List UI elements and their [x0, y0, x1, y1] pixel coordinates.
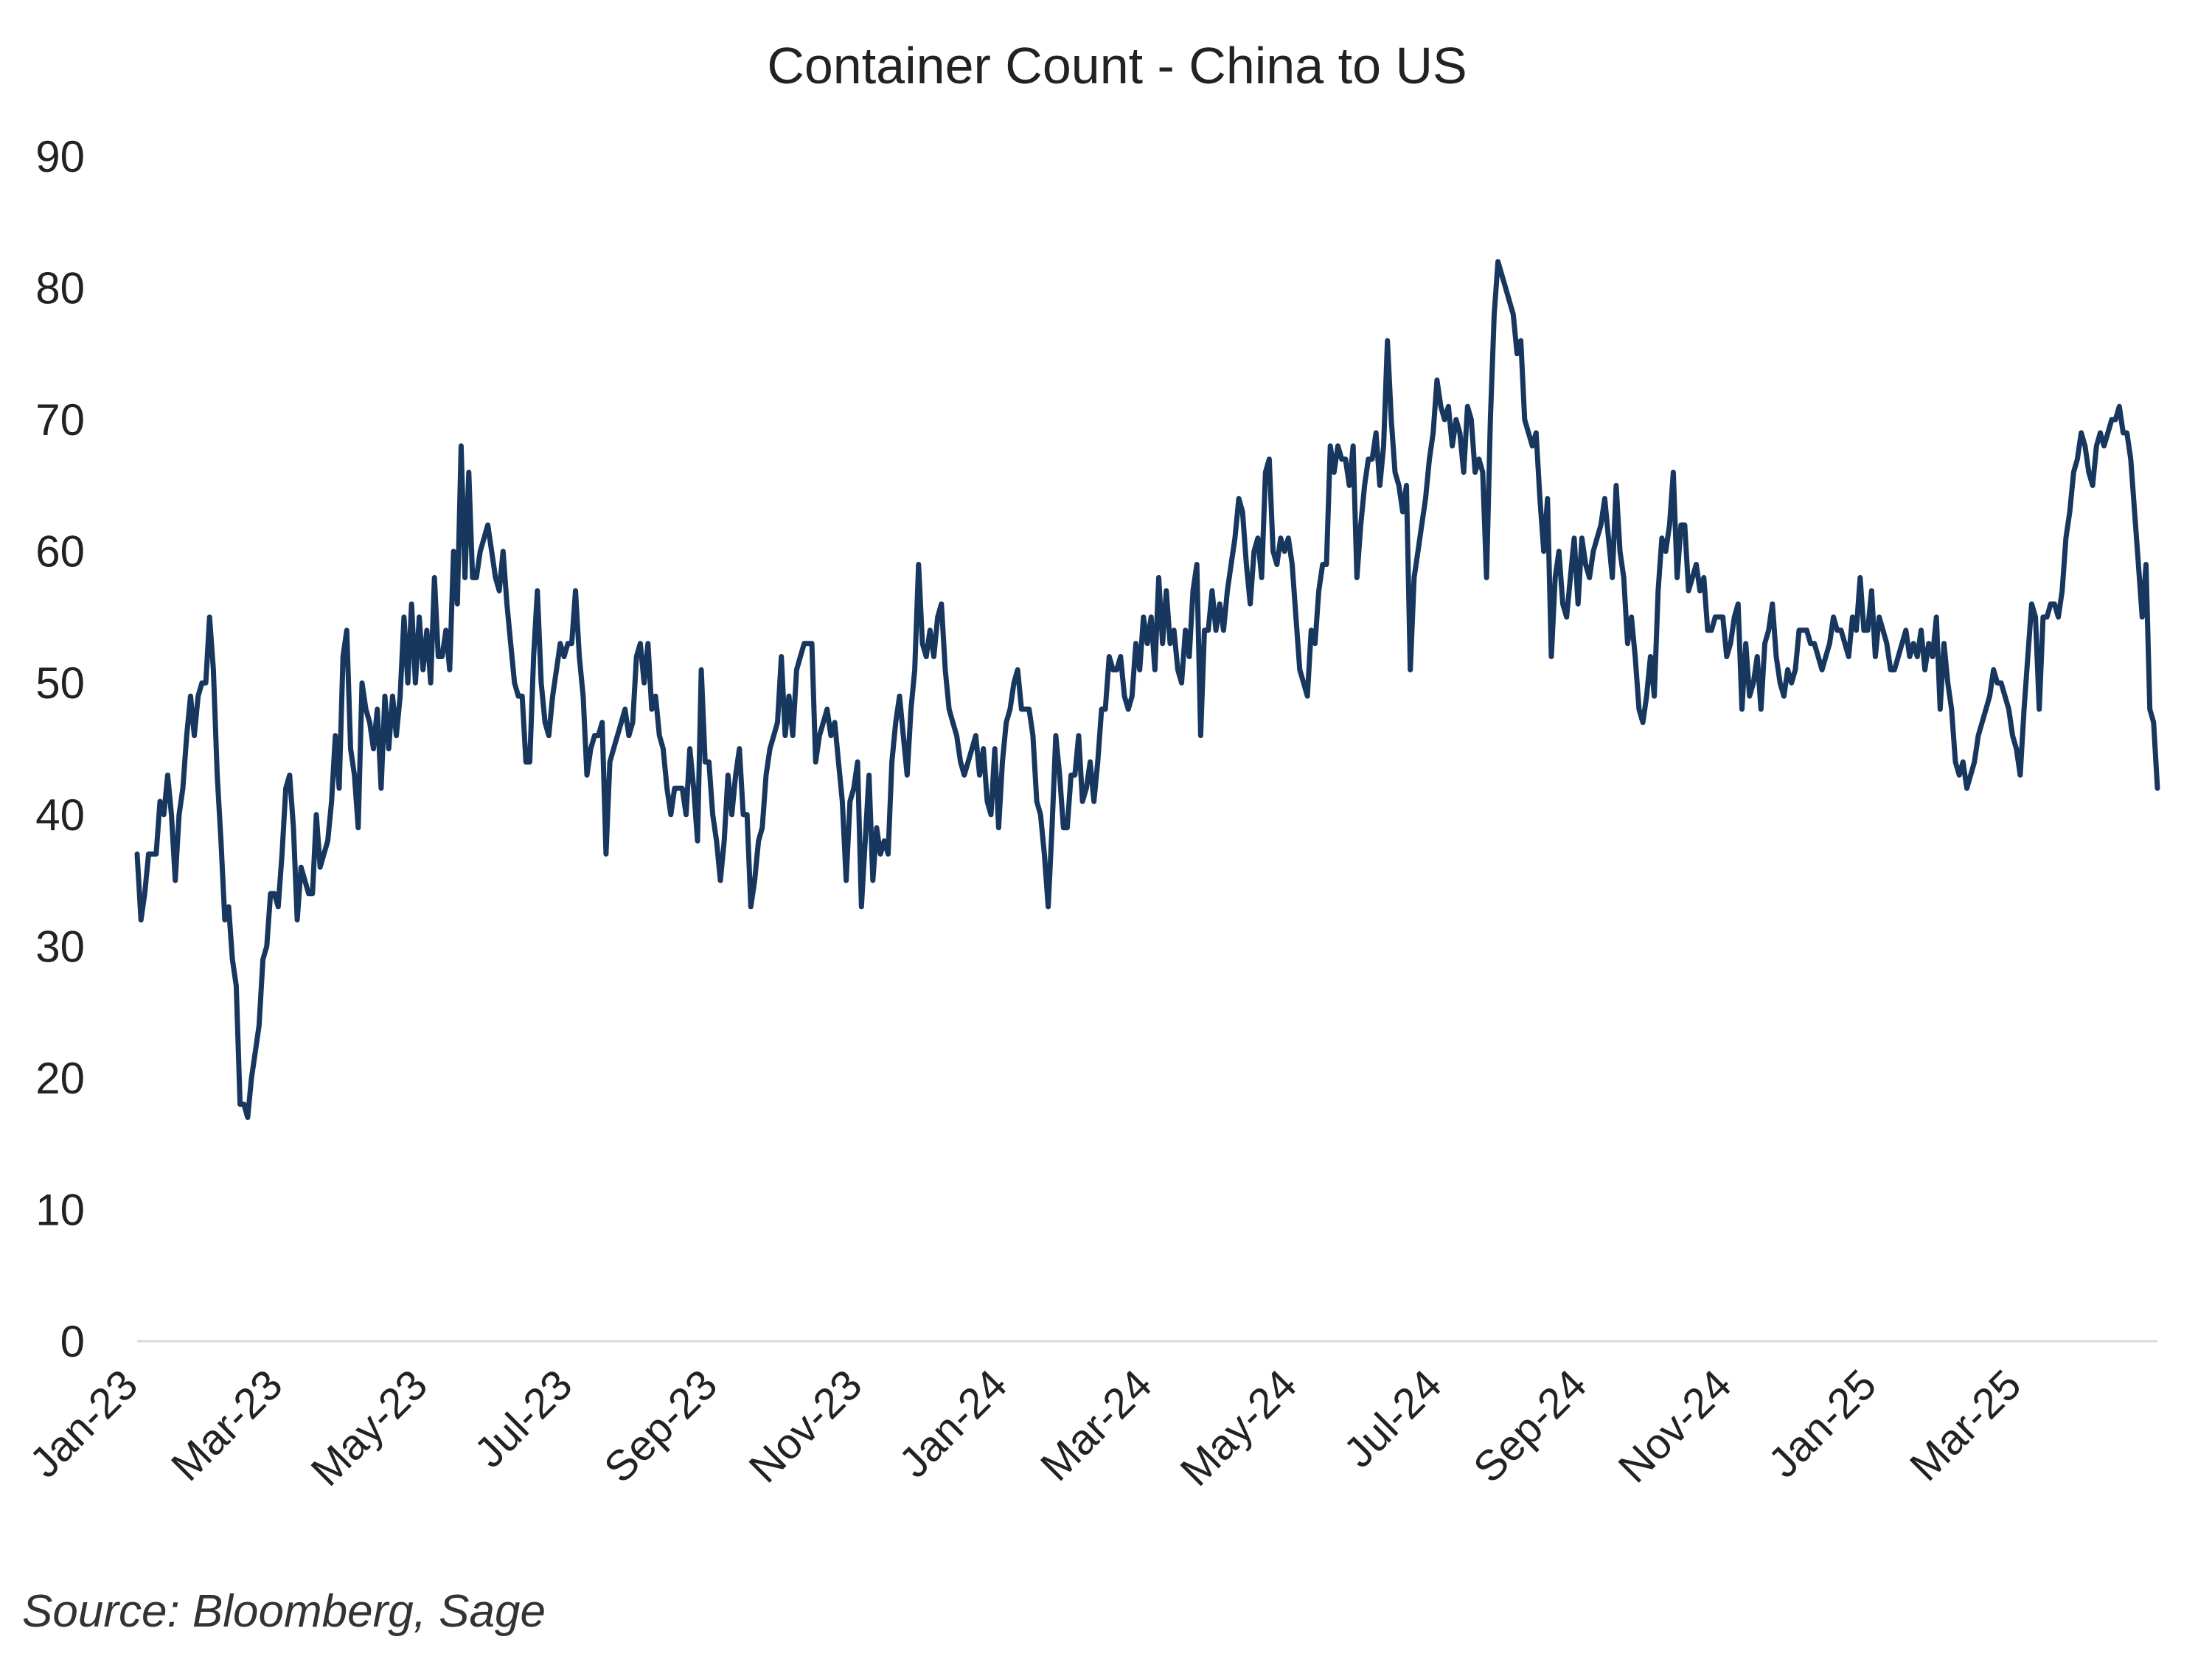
x-tick-label: Nov-24 [1610, 1360, 1741, 1492]
y-tick-label: 40 [35, 790, 85, 840]
x-tick-label: May-24 [1171, 1360, 1306, 1495]
x-tick-label: Mar-24 [1032, 1360, 1161, 1490]
y-axis-ticks: 0 10 20 30 40 50 60 70 80 90 [35, 132, 85, 1366]
x-tick-label: Sep-23 [595, 1360, 726, 1492]
y-tick-label: 30 [35, 922, 85, 971]
x-tick-label: Jul-24 [1335, 1360, 1451, 1477]
x-tick-label: May-23 [302, 1360, 437, 1495]
y-tick-label: 0 [60, 1317, 85, 1366]
x-tick-label: Jul-23 [465, 1360, 582, 1477]
x-tick-label: Sep-24 [1464, 1360, 1596, 1492]
y-tick-label: 20 [35, 1054, 85, 1103]
series-line [134, 259, 2160, 1120]
x-tick-label: Nov-23 [740, 1360, 872, 1492]
x-tick-label: Jan-25 [1759, 1360, 1885, 1486]
x-tick-label: Jan-24 [890, 1360, 1016, 1486]
x-tick-label: Jan-23 [21, 1360, 147, 1486]
chart-title: Container Count - China to US [767, 37, 1467, 94]
x-tick-label: Mar-25 [1901, 1360, 2031, 1490]
y-tick-label: 60 [35, 527, 85, 577]
y-tick-label: 80 [35, 264, 85, 313]
x-axis-ticks: Jan-23 Mar-23 May-23 Jul-23 Sep-23 Nov-23 Jan-… [21, 1360, 2031, 1495]
y-tick-label: 10 [35, 1185, 85, 1234]
y-tick-label: 50 [35, 658, 85, 708]
source-note: Source: Bloomberg, Sage [22, 1586, 546, 1637]
x-tick-label: Mar-23 [162, 1360, 292, 1490]
y-tick-label: 70 [35, 395, 85, 445]
y-tick-label: 90 [35, 132, 85, 181]
